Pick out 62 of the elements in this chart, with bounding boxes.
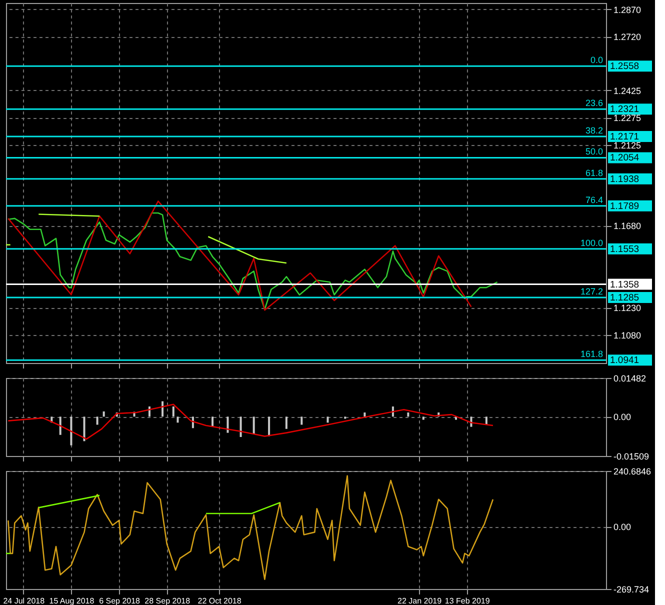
annotation: 161.8 [580,349,603,360]
y-tick-label: 0.00 [614,522,632,532]
annotation: 127.2 [580,286,603,297]
line-series [8,212,498,310]
ref-line-label: 1.1285 [610,292,640,304]
bar [70,416,72,446]
ref-line-label: 1.1358 [610,279,640,290]
line-series [8,404,494,440]
x-tick-label: 22 Jan 2019 [398,596,442,605]
x-tick-label: 13 Feb 2019 [444,596,490,605]
bar [59,416,62,435]
annotation: 100.0 [580,238,603,248]
y-tick-label: 0.01482 [614,374,646,384]
annotation: 0.0 [590,55,603,66]
bar [226,416,229,433]
x-tick-label: 6 Sep 2018 [99,596,141,605]
x-tick-label: 28 Sep 2018 [144,596,191,605]
bar [364,412,366,417]
y-tick-label: 1.2275 [614,113,642,124]
ref-line-label: 1.1553 [610,244,640,255]
ref-line-label: 1.1938 [610,174,640,185]
ref-line-label: 1.1789 [610,200,640,212]
annotation: 76.4 [585,194,603,205]
y-tick-label: 1.2870 [614,4,642,15]
annotation: 61.8 [585,168,603,178]
line-series [8,475,494,580]
bar [172,406,174,417]
bar [102,411,105,417]
bar [176,416,179,423]
y-tick-label: 1.1080 [614,330,642,340]
bar [96,416,98,425]
y-tick-label: -269.734 [614,584,650,594]
y-tick-label: 1.2425 [614,86,642,96]
bar [240,416,242,437]
y-tick-label: -0.01509 [614,452,650,462]
ref-line-label: 1.2321 [610,104,640,116]
y-tick-label: 1.1680 [614,221,642,232]
annotation: 38.2 [585,125,603,136]
y-tick-label: 1.1230 [614,303,642,314]
y-tick-label: 0.00 [614,412,632,422]
ref-line-label: 1.2171 [610,131,640,142]
annotation: 23.6 [585,98,603,108]
annotation: 50.0 [585,146,603,157]
y-tick-label: 1.2125 [614,140,642,150]
line-series [8,200,472,311]
bar [83,416,86,442]
bar [326,416,329,423]
bar [268,416,270,436]
x-tick-label: 24 Jul 2018 [3,596,46,605]
y-tick-label: 1.2720 [614,32,642,42]
y-tick-label: 240.6846 [614,466,652,476]
x-tick-label: 15 Aug 2018 [49,596,95,605]
bar [300,416,303,425]
x-tick-label: 22 Oct 2018 [198,596,242,605]
bar [422,416,424,420]
bar [212,416,214,427]
ref-line-label: 1.2054 [610,152,640,164]
bar [252,416,255,434]
ref-line-label: 1.2558 [610,61,640,72]
bar [407,412,410,417]
bar [285,416,288,429]
ref-line-label: 1.0941 [610,355,640,366]
